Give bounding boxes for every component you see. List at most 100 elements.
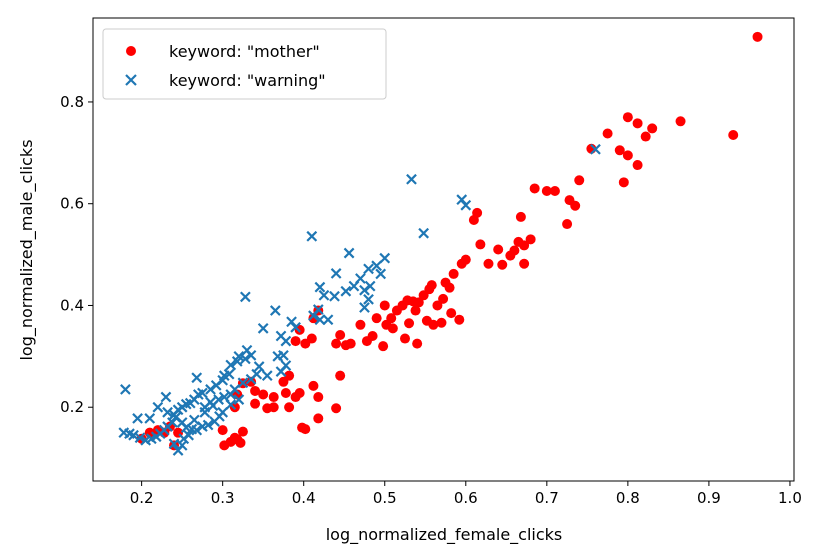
data-point-warning bbox=[217, 406, 229, 418]
data-point-warning bbox=[314, 281, 326, 293]
data-point-mother bbox=[300, 424, 311, 435]
data-point-mother bbox=[335, 370, 346, 381]
data-point-warning bbox=[379, 252, 391, 264]
data-point-mother bbox=[387, 323, 398, 334]
y-axis-label: log_normalized_male_clicks bbox=[17, 139, 37, 360]
x-tick-label: 0.8 bbox=[616, 489, 640, 507]
data-point-mother bbox=[456, 258, 467, 269]
data-point-mother bbox=[632, 160, 643, 171]
data-point-mother bbox=[284, 402, 295, 413]
data-point-mother bbox=[428, 319, 439, 330]
data-point-warning bbox=[239, 291, 251, 303]
y-tick-label: 0.4 bbox=[60, 296, 84, 314]
data-point-warning bbox=[406, 173, 417, 185]
data-point-warning bbox=[205, 384, 216, 395]
data-point-mother bbox=[250, 385, 261, 396]
data-point-mother bbox=[562, 219, 573, 230]
data-point-warning bbox=[257, 322, 269, 334]
data-point-mother bbox=[541, 185, 552, 196]
data-point-mother bbox=[622, 112, 633, 123]
legend-box bbox=[102, 28, 387, 100]
data-point-mother bbox=[400, 333, 411, 344]
data-point-warning bbox=[183, 429, 195, 441]
data-point-warning bbox=[210, 379, 222, 391]
data-point-mother bbox=[300, 338, 311, 349]
data-point-warning bbox=[218, 391, 230, 403]
data-point-mother bbox=[410, 305, 421, 316]
data-point-warning bbox=[225, 359, 237, 371]
data-point-warning bbox=[140, 434, 152, 446]
data-point-mother bbox=[313, 392, 324, 403]
data-point-warning bbox=[348, 280, 360, 292]
data-point-warning bbox=[239, 353, 251, 365]
x-tick-label: 0.4 bbox=[292, 489, 316, 507]
data-point-warning bbox=[172, 445, 184, 456]
x-tick-label: 0.2 bbox=[130, 489, 154, 507]
data-point-warning bbox=[118, 427, 130, 439]
y-tick-label: 0.6 bbox=[60, 195, 84, 213]
data-point-warning bbox=[308, 310, 319, 322]
data-point-warning bbox=[144, 413, 156, 424]
data-point-mother bbox=[632, 118, 643, 129]
data-point-mother bbox=[404, 318, 415, 329]
data-point-mother bbox=[237, 426, 248, 437]
y-axis-ticks: 0.2 0.4 0.6 0.8 bbox=[60, 93, 93, 416]
data-point-mother bbox=[331, 403, 342, 414]
data-point-warning bbox=[375, 268, 387, 280]
data-point-warning bbox=[330, 268, 342, 279]
data-point-warning bbox=[278, 349, 289, 361]
data-point-mother bbox=[379, 300, 390, 311]
data-point-mother bbox=[675, 116, 686, 127]
series-warning bbox=[118, 143, 601, 456]
data-point-mother bbox=[515, 211, 526, 222]
data-point-warning bbox=[152, 401, 164, 413]
data-point-warning bbox=[132, 413, 143, 424]
data-point-warning bbox=[188, 414, 200, 426]
data-point-mother bbox=[313, 413, 324, 424]
data-point-warning bbox=[364, 280, 376, 292]
data-point-mother bbox=[614, 145, 625, 156]
axes-layer bbox=[92, 17, 795, 482]
data-point-mother bbox=[250, 398, 261, 409]
x-axis-label: log_normalized_female_clicks bbox=[326, 525, 563, 545]
data-point-warning bbox=[231, 356, 243, 367]
data-point-mother bbox=[280, 387, 291, 398]
data-point-warning bbox=[162, 406, 173, 418]
data-point-mother bbox=[549, 185, 560, 196]
data-point-warning bbox=[168, 438, 180, 450]
data-point-mother bbox=[752, 31, 763, 42]
data-point-warning bbox=[371, 260, 383, 272]
data-point-warning bbox=[343, 247, 355, 259]
plot-frame bbox=[92, 17, 795, 482]
data-point-mother bbox=[412, 338, 423, 349]
data-point-warning bbox=[213, 394, 224, 405]
data-point-warning bbox=[280, 335, 292, 347]
x-tick-label: 0.7 bbox=[535, 489, 559, 507]
data-point-mother bbox=[618, 177, 629, 188]
data-point-mother bbox=[574, 175, 585, 186]
data-point-mother bbox=[640, 131, 651, 142]
data-point-mother bbox=[235, 437, 246, 448]
x-tick-label: 0.9 bbox=[697, 489, 721, 507]
data-point-warning bbox=[359, 302, 370, 313]
data-point-mother bbox=[438, 293, 449, 304]
data-point-mother bbox=[219, 440, 230, 451]
y-tick-label: 0.8 bbox=[60, 93, 84, 111]
data-point-warning bbox=[241, 344, 253, 356]
data-point-warning bbox=[359, 284, 370, 296]
x-tick-label: 0.6 bbox=[454, 489, 478, 507]
data-point-mother bbox=[268, 392, 279, 403]
data-point-mother bbox=[454, 314, 465, 325]
legend-marker-mother bbox=[126, 46, 136, 56]
data-point-warning bbox=[160, 391, 172, 403]
data-point-warning bbox=[233, 394, 245, 405]
data-point-mother bbox=[436, 317, 447, 328]
data-point-mother bbox=[446, 308, 457, 319]
data-point-mother bbox=[258, 389, 269, 400]
data-point-mother bbox=[217, 425, 228, 436]
data-point-warning bbox=[261, 370, 273, 382]
data-point-warning bbox=[590, 143, 601, 155]
data-point-mother bbox=[432, 300, 443, 311]
